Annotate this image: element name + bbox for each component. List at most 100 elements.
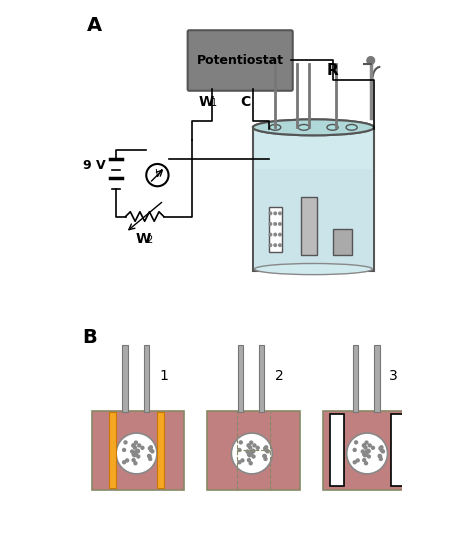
Circle shape (279, 212, 281, 215)
Circle shape (247, 444, 250, 447)
FancyBboxPatch shape (207, 411, 300, 490)
Circle shape (123, 449, 126, 451)
Circle shape (256, 446, 259, 449)
FancyBboxPatch shape (253, 127, 374, 271)
Circle shape (249, 462, 252, 465)
Ellipse shape (346, 125, 357, 130)
Circle shape (250, 452, 253, 455)
Circle shape (126, 459, 128, 462)
Circle shape (378, 455, 381, 457)
Circle shape (252, 455, 255, 458)
Circle shape (148, 455, 151, 458)
Circle shape (269, 233, 272, 236)
Circle shape (274, 212, 276, 215)
Circle shape (265, 449, 268, 452)
Circle shape (264, 455, 266, 458)
FancyBboxPatch shape (237, 345, 243, 412)
Text: B: B (82, 328, 97, 348)
Circle shape (364, 446, 367, 449)
Circle shape (274, 223, 276, 225)
Circle shape (133, 453, 136, 456)
FancyBboxPatch shape (122, 345, 128, 412)
Circle shape (269, 212, 272, 215)
FancyBboxPatch shape (259, 345, 264, 412)
Circle shape (150, 449, 153, 452)
Text: R: R (326, 63, 338, 77)
Circle shape (238, 449, 241, 451)
Circle shape (367, 450, 370, 453)
Circle shape (146, 164, 169, 186)
Circle shape (264, 446, 268, 449)
FancyBboxPatch shape (144, 345, 149, 412)
Ellipse shape (327, 125, 338, 130)
Ellipse shape (270, 125, 281, 130)
Text: V: V (154, 169, 161, 178)
FancyBboxPatch shape (374, 345, 380, 412)
FancyBboxPatch shape (188, 30, 293, 91)
Circle shape (364, 453, 366, 457)
Ellipse shape (255, 264, 373, 274)
FancyBboxPatch shape (157, 412, 164, 488)
Text: Potentiostat: Potentiostat (197, 54, 283, 67)
FancyBboxPatch shape (109, 412, 116, 488)
Circle shape (132, 458, 135, 462)
Circle shape (132, 453, 135, 456)
Circle shape (353, 449, 356, 451)
Circle shape (137, 444, 141, 447)
Circle shape (132, 444, 135, 447)
Circle shape (134, 462, 137, 465)
Circle shape (250, 441, 253, 444)
Circle shape (274, 244, 276, 247)
Circle shape (355, 441, 357, 444)
Circle shape (266, 450, 269, 453)
Circle shape (346, 433, 388, 474)
Circle shape (249, 446, 252, 449)
Circle shape (252, 449, 255, 452)
Circle shape (247, 444, 250, 447)
Circle shape (248, 453, 251, 457)
Circle shape (124, 441, 127, 444)
Circle shape (141, 446, 144, 449)
Circle shape (137, 450, 139, 453)
Circle shape (151, 450, 154, 453)
Circle shape (279, 233, 281, 236)
Circle shape (363, 444, 365, 447)
Ellipse shape (298, 125, 310, 130)
Text: C: C (240, 95, 250, 109)
Circle shape (269, 223, 272, 225)
Circle shape (382, 450, 384, 453)
Circle shape (147, 455, 151, 457)
Text: 1: 1 (160, 369, 168, 384)
Circle shape (252, 450, 255, 453)
FancyBboxPatch shape (330, 414, 344, 486)
Circle shape (379, 447, 382, 450)
Circle shape (149, 446, 152, 449)
Circle shape (365, 441, 368, 444)
Circle shape (264, 457, 267, 461)
Circle shape (363, 453, 365, 456)
Circle shape (135, 452, 137, 455)
Text: 2: 2 (275, 369, 283, 384)
Circle shape (134, 446, 137, 449)
Circle shape (364, 453, 367, 456)
FancyBboxPatch shape (269, 207, 282, 251)
FancyBboxPatch shape (301, 198, 317, 255)
Text: 2: 2 (146, 236, 153, 245)
Circle shape (263, 455, 266, 457)
Circle shape (247, 453, 250, 456)
Circle shape (367, 449, 370, 452)
FancyBboxPatch shape (323, 411, 415, 490)
Circle shape (361, 450, 364, 453)
Circle shape (363, 444, 366, 447)
Circle shape (131, 450, 134, 453)
Circle shape (247, 458, 250, 462)
FancyBboxPatch shape (391, 414, 405, 486)
Circle shape (250, 451, 253, 453)
Circle shape (132, 444, 135, 447)
Text: W: W (135, 232, 150, 246)
FancyBboxPatch shape (92, 411, 184, 490)
Circle shape (279, 244, 281, 247)
Circle shape (231, 433, 272, 474)
Text: A: A (87, 16, 102, 35)
Ellipse shape (253, 119, 374, 136)
